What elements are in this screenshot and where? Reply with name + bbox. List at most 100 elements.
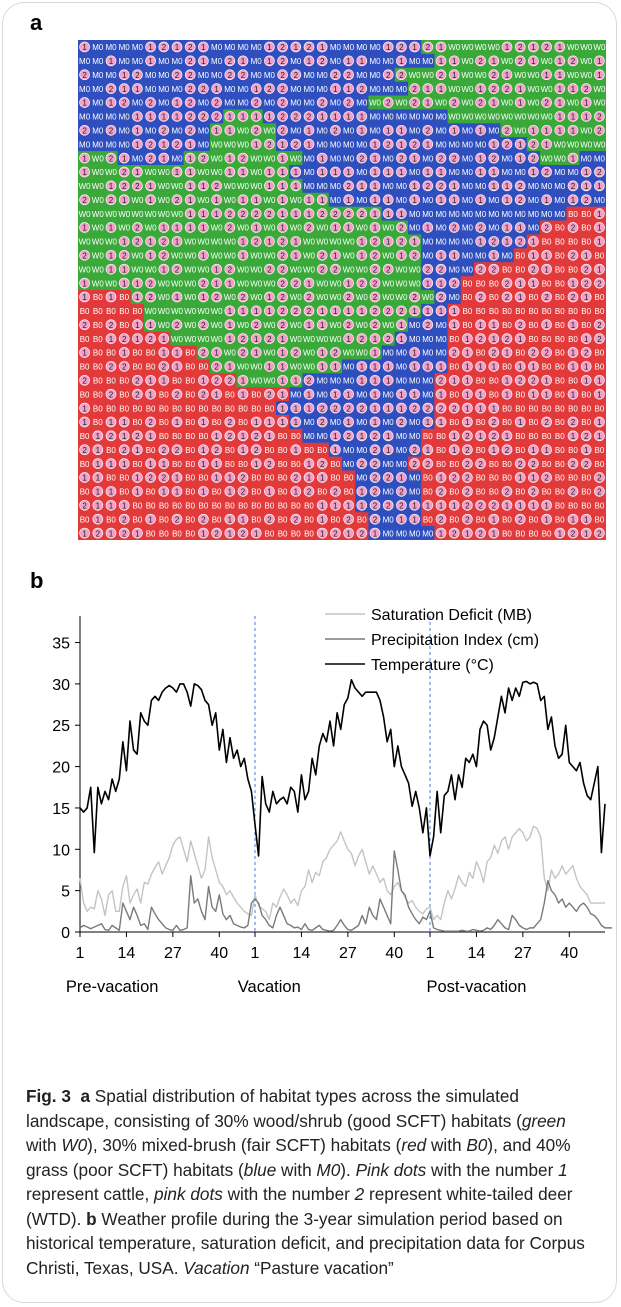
grid-cell: 1: [144, 317, 158, 333]
grid-cell-number: 1: [307, 279, 312, 288]
grid-cell-number: 1: [333, 307, 338, 316]
grid-cell-label: M0: [92, 113, 104, 122]
grid-cell-number: 2: [201, 154, 206, 163]
grid-cell-label: W0: [224, 238, 237, 247]
grid-cell: M0: [157, 81, 171, 96]
grid-cell-label: B0: [159, 404, 169, 413]
grid-cell: W0: [460, 109, 475, 124]
grid-cell-number: 2: [373, 265, 378, 274]
grid-cell-number: 2: [531, 140, 536, 149]
grid-cell-number: 1: [122, 265, 127, 274]
grid-cell-number: 2: [228, 57, 233, 66]
grid-cell-label: B0: [476, 307, 486, 316]
grid-cell: B0: [104, 470, 118, 485]
grid-cell: 1: [500, 220, 514, 235]
grid-cell-number: 1: [531, 238, 536, 247]
grid-cell: 1: [196, 442, 211, 458]
grid-cell: M0: [315, 387, 330, 402]
grid-cell-number: 1: [360, 251, 365, 260]
grid-cell: 1: [328, 498, 343, 513]
grid-cell-number: 2: [452, 99, 457, 108]
grid-cell: 2: [342, 512, 356, 527]
grid-cell: W0: [262, 345, 277, 360]
grid-cell: 1: [394, 137, 409, 152]
grid-cell: 1: [276, 151, 290, 166]
grid-cell-number: 2: [412, 446, 417, 455]
grid-cell-label: M0: [409, 418, 421, 427]
grid-cell-number: 1: [518, 279, 523, 288]
grid-cell: 2: [276, 123, 290, 138]
grid-cell-label: W0: [237, 224, 250, 233]
grid-cell: B0: [592, 359, 606, 374]
grid-cell-label: M0: [317, 71, 329, 80]
grid-cell: 1: [315, 151, 330, 166]
grid-cell: B0: [579, 401, 594, 416]
grid-cell: M0: [474, 178, 488, 194]
grid-cell-label: M0: [92, 85, 104, 94]
grid-cell-number: 1: [412, 154, 417, 163]
grid-cell-label: M0: [409, 224, 421, 233]
grid-cell-label: W0: [290, 363, 303, 372]
grid-cell: M0: [355, 40, 369, 55]
grid-cell: 2: [157, 470, 171, 485]
grid-cell: 1: [460, 359, 475, 374]
grid-cell: M0: [91, 109, 105, 124]
grid-cell-label: B0: [489, 488, 499, 497]
grid-cell: M0: [196, 137, 211, 152]
grid-cell: 1: [474, 359, 488, 374]
grid-cell-number: 1: [148, 238, 153, 247]
grid-cell: 2: [223, 220, 237, 235]
grid-cell: M0: [421, 345, 435, 360]
grid-cell: 1: [130, 442, 145, 458]
grid-cell-label: B0: [581, 224, 591, 233]
grid-cell: B0: [540, 526, 554, 540]
grid-cell: 2: [474, 331, 488, 346]
grid-cell: 2: [315, 456, 330, 471]
grid-cell-number: 2: [518, 43, 523, 52]
grid-cell: M0: [170, 81, 184, 96]
grid-cell-number: 1: [597, 390, 602, 399]
grid-cell-number: 1: [280, 335, 285, 344]
grid-cell: B0: [474, 373, 488, 388]
grid-cell: 2: [434, 484, 448, 499]
grid-cell-label: B0: [93, 321, 103, 330]
grid-cell-number: 2: [492, 349, 497, 358]
grid-cell: B0: [566, 331, 580, 346]
grid-cell: M0: [78, 53, 92, 69]
grid-cell-label: B0: [581, 488, 591, 497]
grid-cell: 1: [474, 234, 488, 249]
grid-cell: 1: [460, 526, 475, 540]
grid-cell-number: 1: [544, 126, 549, 135]
grid-cell-label: W0: [290, 196, 303, 205]
grid-cell: 1: [78, 95, 92, 110]
grid-cell-number: 1: [373, 390, 378, 399]
grid-cell: B0: [157, 428, 171, 444]
grid-cell: 1: [540, 67, 554, 83]
grid-cell-label: W0: [527, 113, 540, 122]
grid-cell: B0: [196, 359, 211, 374]
grid-cell-label: M0: [92, 126, 104, 135]
grid-cell-number: 2: [96, 529, 101, 538]
grid-cell: W0: [460, 67, 475, 83]
grid-cell-label: B0: [489, 390, 499, 399]
grid-cell: B0: [553, 415, 567, 430]
grid-cell: B0: [566, 442, 580, 458]
grid-cell: 1: [526, 442, 541, 458]
grid-cell: W0: [394, 95, 409, 110]
grid-cell-label: M0: [541, 210, 553, 219]
grid-cell-number: 1: [571, 363, 576, 372]
grid-cell: 2: [236, 290, 250, 305]
grid-cell-number: 1: [82, 43, 87, 52]
grid-cell-number: 2: [228, 71, 233, 80]
grid-cell-number: 2: [346, 182, 351, 191]
grid-cell: W0: [78, 262, 92, 277]
grid-cell: 2: [500, 81, 514, 96]
grid-cell-number: 1: [214, 196, 219, 205]
grid-cell: M0: [78, 109, 92, 124]
grid-cell-number: 1: [228, 126, 233, 135]
grid-cell: 2: [447, 345, 462, 360]
grid-cell-label: M0: [264, 99, 276, 108]
grid-cell: 2: [342, 401, 356, 416]
grid-cell-label: W0: [145, 168, 158, 177]
grid-cell: B0: [262, 442, 277, 458]
